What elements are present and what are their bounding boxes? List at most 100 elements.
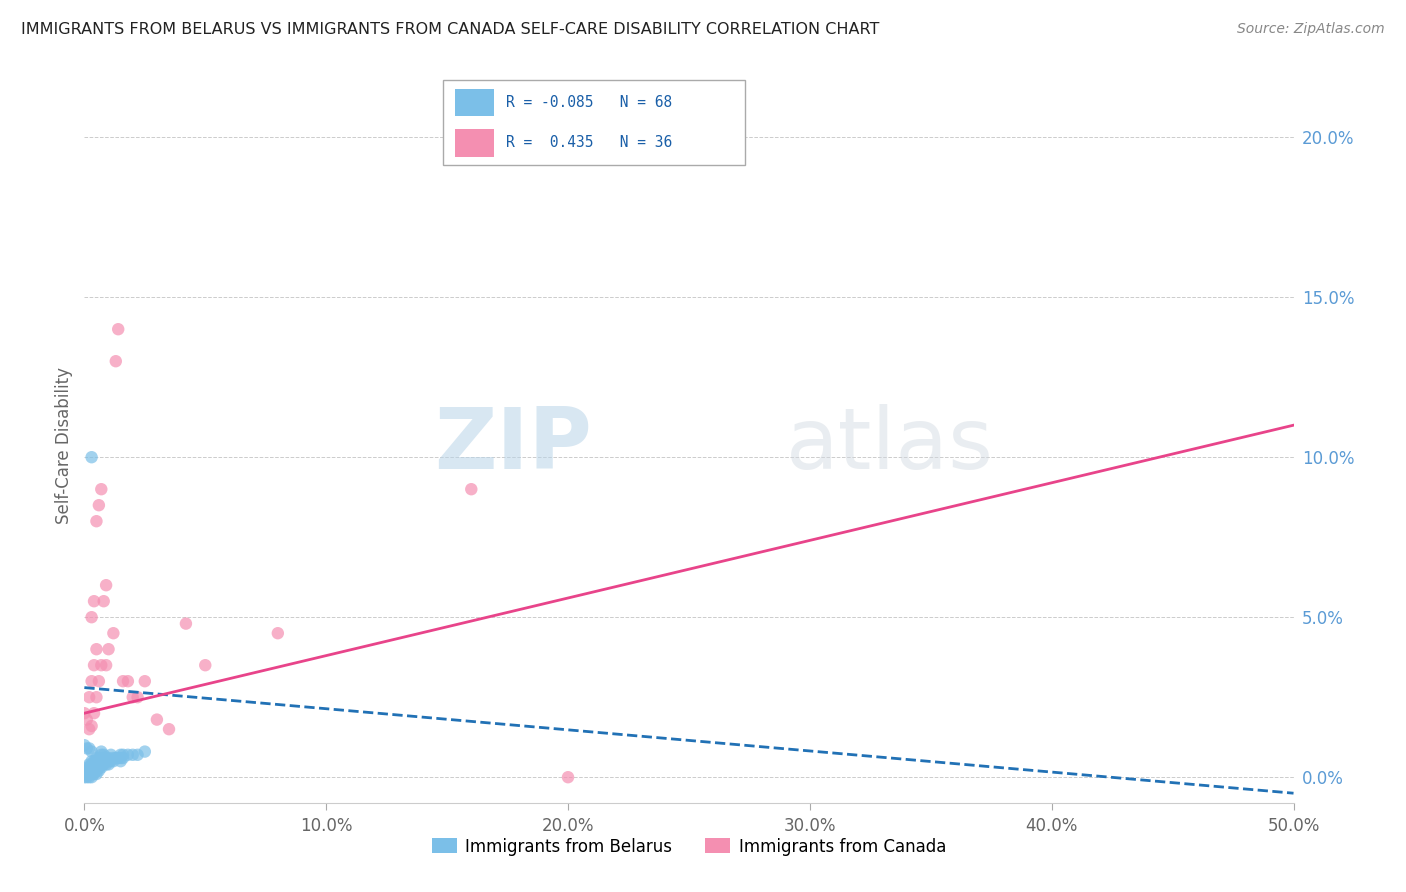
Point bbox=[94, 658, 117, 673]
Point bbox=[93, 747, 115, 762]
Text: IMMIGRANTS FROM BELARUS VS IMMIGRANTS FROM CANADA SELF-CARE DISABILITY CORRELATI: IMMIGRANTS FROM BELARUS VS IMMIGRANTS FR… bbox=[21, 22, 880, 37]
Point bbox=[86, 764, 108, 778]
Text: Source: ZipAtlas.com: Source: ZipAtlas.com bbox=[1237, 22, 1385, 37]
Point bbox=[112, 747, 135, 762]
Point bbox=[77, 761, 100, 775]
Point bbox=[87, 751, 110, 765]
Point bbox=[76, 713, 98, 727]
Point bbox=[80, 764, 103, 778]
Point bbox=[107, 322, 129, 336]
Point bbox=[86, 754, 108, 768]
Point bbox=[97, 751, 120, 765]
Point bbox=[86, 642, 108, 657]
Point bbox=[80, 674, 103, 689]
Point bbox=[86, 751, 108, 765]
Point bbox=[93, 757, 115, 772]
Point bbox=[557, 770, 579, 784]
Point bbox=[112, 751, 135, 765]
Point bbox=[90, 658, 112, 673]
Point bbox=[90, 757, 112, 772]
Text: R =  0.435   N = 36: R = 0.435 N = 36 bbox=[506, 136, 672, 151]
Point bbox=[83, 594, 105, 608]
Point bbox=[127, 690, 149, 705]
Point bbox=[121, 747, 143, 762]
Point bbox=[104, 354, 127, 368]
Point bbox=[93, 754, 115, 768]
Point bbox=[112, 674, 135, 689]
Point bbox=[134, 674, 156, 689]
Point bbox=[86, 767, 108, 781]
Point bbox=[86, 757, 108, 772]
Point bbox=[100, 747, 122, 762]
Point bbox=[267, 626, 290, 640]
Point bbox=[121, 690, 143, 705]
Point bbox=[94, 757, 117, 772]
Point bbox=[90, 482, 112, 496]
Point bbox=[86, 690, 108, 705]
Point bbox=[97, 757, 120, 772]
Point bbox=[77, 690, 100, 705]
Text: atlas: atlas bbox=[786, 404, 994, 488]
Point bbox=[80, 761, 103, 775]
Point bbox=[76, 767, 98, 781]
Point bbox=[103, 751, 125, 765]
Point bbox=[80, 719, 103, 733]
Point bbox=[174, 616, 197, 631]
Point bbox=[87, 754, 110, 768]
Point bbox=[127, 747, 149, 762]
Point bbox=[87, 498, 110, 512]
Point bbox=[146, 713, 169, 727]
Point bbox=[107, 751, 129, 765]
Point bbox=[80, 767, 103, 781]
Text: ZIP: ZIP bbox=[434, 404, 592, 488]
Point bbox=[94, 751, 117, 765]
Point bbox=[80, 770, 103, 784]
Point bbox=[73, 767, 96, 781]
Point bbox=[460, 482, 482, 496]
Point bbox=[87, 764, 110, 778]
Bar bbox=[456, 89, 495, 116]
Point bbox=[73, 738, 96, 752]
Point bbox=[103, 626, 125, 640]
Point bbox=[93, 594, 115, 608]
Point bbox=[83, 706, 105, 721]
Point bbox=[90, 747, 112, 762]
Point bbox=[80, 757, 103, 772]
Point bbox=[76, 761, 98, 775]
Point bbox=[97, 754, 120, 768]
Point bbox=[77, 722, 100, 736]
Bar bbox=[456, 129, 495, 157]
Y-axis label: Self-Care Disability: Self-Care Disability bbox=[55, 368, 73, 524]
Point bbox=[80, 745, 103, 759]
Point bbox=[90, 745, 112, 759]
Point bbox=[117, 747, 139, 762]
Point bbox=[110, 754, 132, 768]
Point bbox=[77, 757, 100, 772]
Point bbox=[87, 757, 110, 772]
Point bbox=[134, 745, 156, 759]
Point bbox=[110, 747, 132, 762]
Point bbox=[104, 751, 127, 765]
Point bbox=[93, 751, 115, 765]
Point bbox=[83, 767, 105, 781]
Point bbox=[77, 767, 100, 781]
Point bbox=[77, 770, 100, 784]
Point bbox=[76, 764, 98, 778]
Point bbox=[94, 578, 117, 592]
Text: R = -0.085   N = 68: R = -0.085 N = 68 bbox=[506, 95, 672, 110]
Point bbox=[94, 754, 117, 768]
Point bbox=[77, 741, 100, 756]
Point bbox=[90, 754, 112, 768]
Point bbox=[87, 761, 110, 775]
Point bbox=[83, 757, 105, 772]
Point bbox=[76, 770, 98, 784]
Point bbox=[76, 741, 98, 756]
Point bbox=[86, 514, 108, 528]
Point bbox=[83, 761, 105, 775]
Point bbox=[83, 764, 105, 778]
FancyBboxPatch shape bbox=[443, 80, 745, 165]
Point bbox=[83, 658, 105, 673]
Point bbox=[90, 761, 112, 775]
Point bbox=[157, 722, 180, 736]
Legend: Immigrants from Belarus, Immigrants from Canada: Immigrants from Belarus, Immigrants from… bbox=[425, 831, 953, 863]
